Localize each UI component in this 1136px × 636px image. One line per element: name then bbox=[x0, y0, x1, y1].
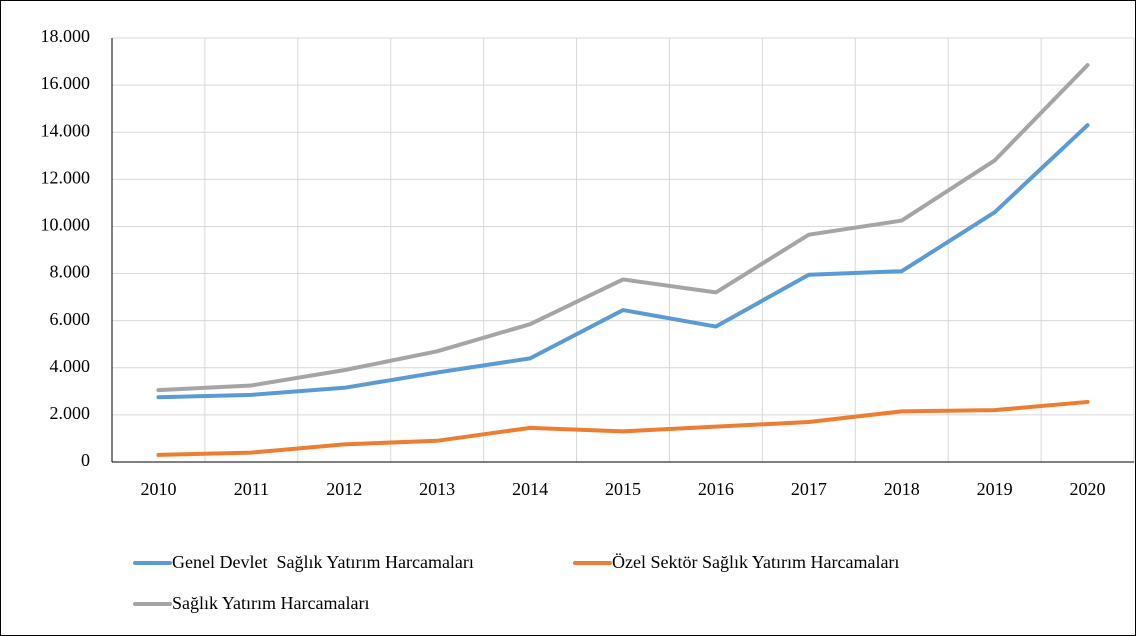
x-tick-label: 2010 bbox=[140, 479, 176, 499]
legend-label: Sağlık Yatırım Harcamaları bbox=[172, 593, 369, 613]
series-line bbox=[156, 63, 1090, 393]
x-tick-label: 2016 bbox=[698, 479, 734, 499]
x-tick-label: 2018 bbox=[884, 479, 920, 499]
x-tick-label: 2014 bbox=[512, 479, 548, 499]
y-tick-label: 18.000 bbox=[41, 26, 91, 46]
y-tick-label: 16.000 bbox=[41, 73, 91, 93]
x-tick-label: 2013 bbox=[419, 479, 455, 499]
y-tick-label: 2.000 bbox=[50, 403, 91, 423]
series-line bbox=[156, 123, 1090, 400]
x-tick-label: 2017 bbox=[791, 479, 827, 499]
legend-label: Genel Devlet Sağlık Yatırım Harcamaları bbox=[172, 552, 474, 572]
y-tick-label: 8.000 bbox=[50, 262, 91, 282]
y-tick-label: 12.000 bbox=[41, 167, 91, 187]
x-tick-label: 2020 bbox=[1070, 479, 1106, 499]
legend-label: Özel Sektör Sağlık Yatırım Harcamaları bbox=[612, 552, 899, 572]
y-tick-label: 0 bbox=[81, 450, 90, 470]
y-tick-label: 6.000 bbox=[50, 309, 91, 329]
y-tick-label: 10.000 bbox=[41, 215, 91, 235]
x-tick-label: 2011 bbox=[234, 479, 269, 499]
y-tick-label: 14.000 bbox=[41, 120, 91, 140]
x-tick-label: 2015 bbox=[605, 479, 641, 499]
y-tick-label: 4.000 bbox=[50, 356, 91, 376]
x-tick-label: 2019 bbox=[977, 479, 1013, 499]
x-tick-label: 2012 bbox=[326, 479, 362, 499]
series-line bbox=[156, 399, 1090, 457]
